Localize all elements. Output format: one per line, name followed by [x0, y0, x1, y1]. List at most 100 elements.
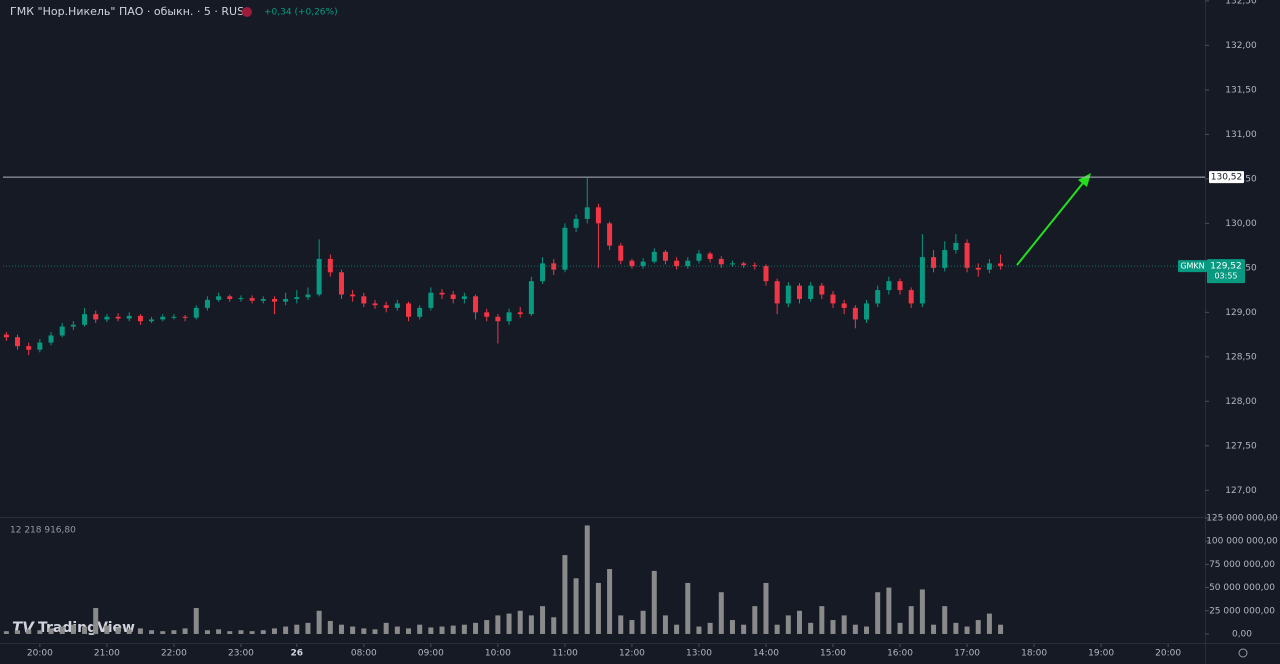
x-tick-label: 15:00 — [820, 649, 846, 659]
volume-y-tick-label: 25 000 000,00 — [1209, 606, 1275, 616]
volume-bar — [372, 629, 378, 634]
x-tick-label: 26 — [291, 649, 304, 659]
drawing-arrow[interactable] — [1016, 173, 1091, 266]
candle-body — [160, 316, 166, 320]
candle-body — [528, 281, 534, 315]
candle-body — [383, 305, 389, 308]
volume-bar — [260, 630, 266, 634]
volume-bar — [551, 617, 557, 634]
volume-bar — [975, 620, 981, 634]
candle-body — [15, 337, 21, 347]
volume-bar — [986, 613, 992, 634]
candle-body — [26, 346, 32, 350]
candle-body — [741, 263, 747, 266]
volume-bar — [70, 624, 76, 634]
arrow-head[interactable] — [1078, 173, 1091, 187]
volume-bar — [26, 629, 32, 634]
volume-bar — [618, 615, 624, 634]
volume-bar — [316, 610, 322, 634]
candle-body — [406, 303, 412, 317]
arrow-line[interactable] — [1016, 177, 1088, 266]
volume-bar — [908, 606, 914, 634]
candle-body — [338, 272, 344, 295]
volume-bar — [59, 626, 65, 634]
candle-body — [573, 218, 579, 228]
countdown-label: 03:55 — [1214, 272, 1237, 281]
candle-body — [182, 316, 188, 318]
volume-bar — [283, 626, 289, 634]
volume-y-tick-label: 0,00 — [1232, 629, 1252, 639]
volume-bar — [338, 624, 344, 634]
x-tick-label: 11:00 — [552, 649, 578, 659]
candle-body — [115, 316, 121, 319]
candle-body — [808, 285, 814, 299]
candle-body — [171, 316, 177, 318]
volume-bar — [48, 628, 54, 634]
volume-bar — [394, 626, 400, 634]
candle-body — [394, 303, 400, 308]
candle-body — [37, 342, 43, 350]
y-tick-label: 128,50 — [1225, 352, 1257, 362]
volume-bar — [82, 626, 88, 634]
volume-y-tick-label: 100 000 000,00 — [1206, 537, 1278, 547]
volume-bar — [350, 626, 356, 634]
volume-bar — [763, 582, 769, 634]
candle-body — [417, 307, 423, 317]
volume-bar — [942, 606, 948, 634]
volume-bar — [182, 628, 188, 634]
candle-body — [584, 207, 590, 219]
y-tick-label: 127,50 — [1225, 441, 1257, 451]
candle-body — [629, 260, 635, 267]
volume-bar — [718, 592, 724, 634]
x-tick-label: 08:00 — [351, 649, 377, 659]
candle-body — [763, 266, 769, 282]
last-price-tag — [1207, 259, 1245, 284]
candle-body — [640, 261, 646, 267]
x-tick-label: 20:00 — [1155, 649, 1181, 659]
y-tick-label: 129,00 — [1225, 308, 1257, 318]
candle-body — [718, 258, 724, 265]
x-tick-label: 13:00 — [686, 649, 712, 659]
x-tick-label: 20:00 — [27, 649, 53, 659]
candle-body — [283, 298, 289, 302]
candle-body — [372, 303, 378, 306]
volume-bar — [741, 624, 747, 634]
volume-bar — [327, 620, 333, 634]
symbol-label: GMKN — [1180, 262, 1204, 271]
candle-body — [3, 334, 9, 338]
volume-bar — [830, 620, 836, 634]
candle-body — [495, 316, 501, 322]
volume-bar — [383, 622, 389, 634]
volume-bar — [3, 631, 9, 634]
x-tick-label: 23:00 — [228, 649, 254, 659]
candle-body — [986, 263, 992, 270]
volume-bar — [227, 631, 233, 634]
candle-body — [149, 319, 155, 322]
volume-bar — [931, 624, 937, 634]
candle-body — [729, 263, 735, 265]
candle-body — [651, 251, 657, 262]
candle-body — [473, 296, 479, 313]
x-tick-label: 14:00 — [753, 649, 779, 659]
volume-bar — [15, 630, 21, 634]
y-tick-label: 131,50 — [1225, 85, 1257, 95]
candle-body — [137, 315, 143, 322]
x-tick-label: 09:00 — [418, 649, 444, 659]
volume-bar — [193, 607, 199, 634]
status-icon[interactable] — [242, 7, 252, 17]
candle-body — [595, 207, 601, 224]
candle-body — [439, 292, 445, 295]
candle-body — [461, 296, 467, 299]
volume-bar — [651, 570, 657, 634]
candle-body — [350, 294, 356, 297]
volume-bar — [37, 630, 43, 634]
volume-bar — [629, 620, 635, 634]
settings-icon[interactable] — [1238, 648, 1248, 658]
candle-body — [204, 299, 210, 308]
candle-body — [294, 297, 300, 299]
candle-body — [998, 263, 1004, 267]
volume-bar — [204, 630, 210, 634]
volume-bar — [104, 625, 110, 634]
